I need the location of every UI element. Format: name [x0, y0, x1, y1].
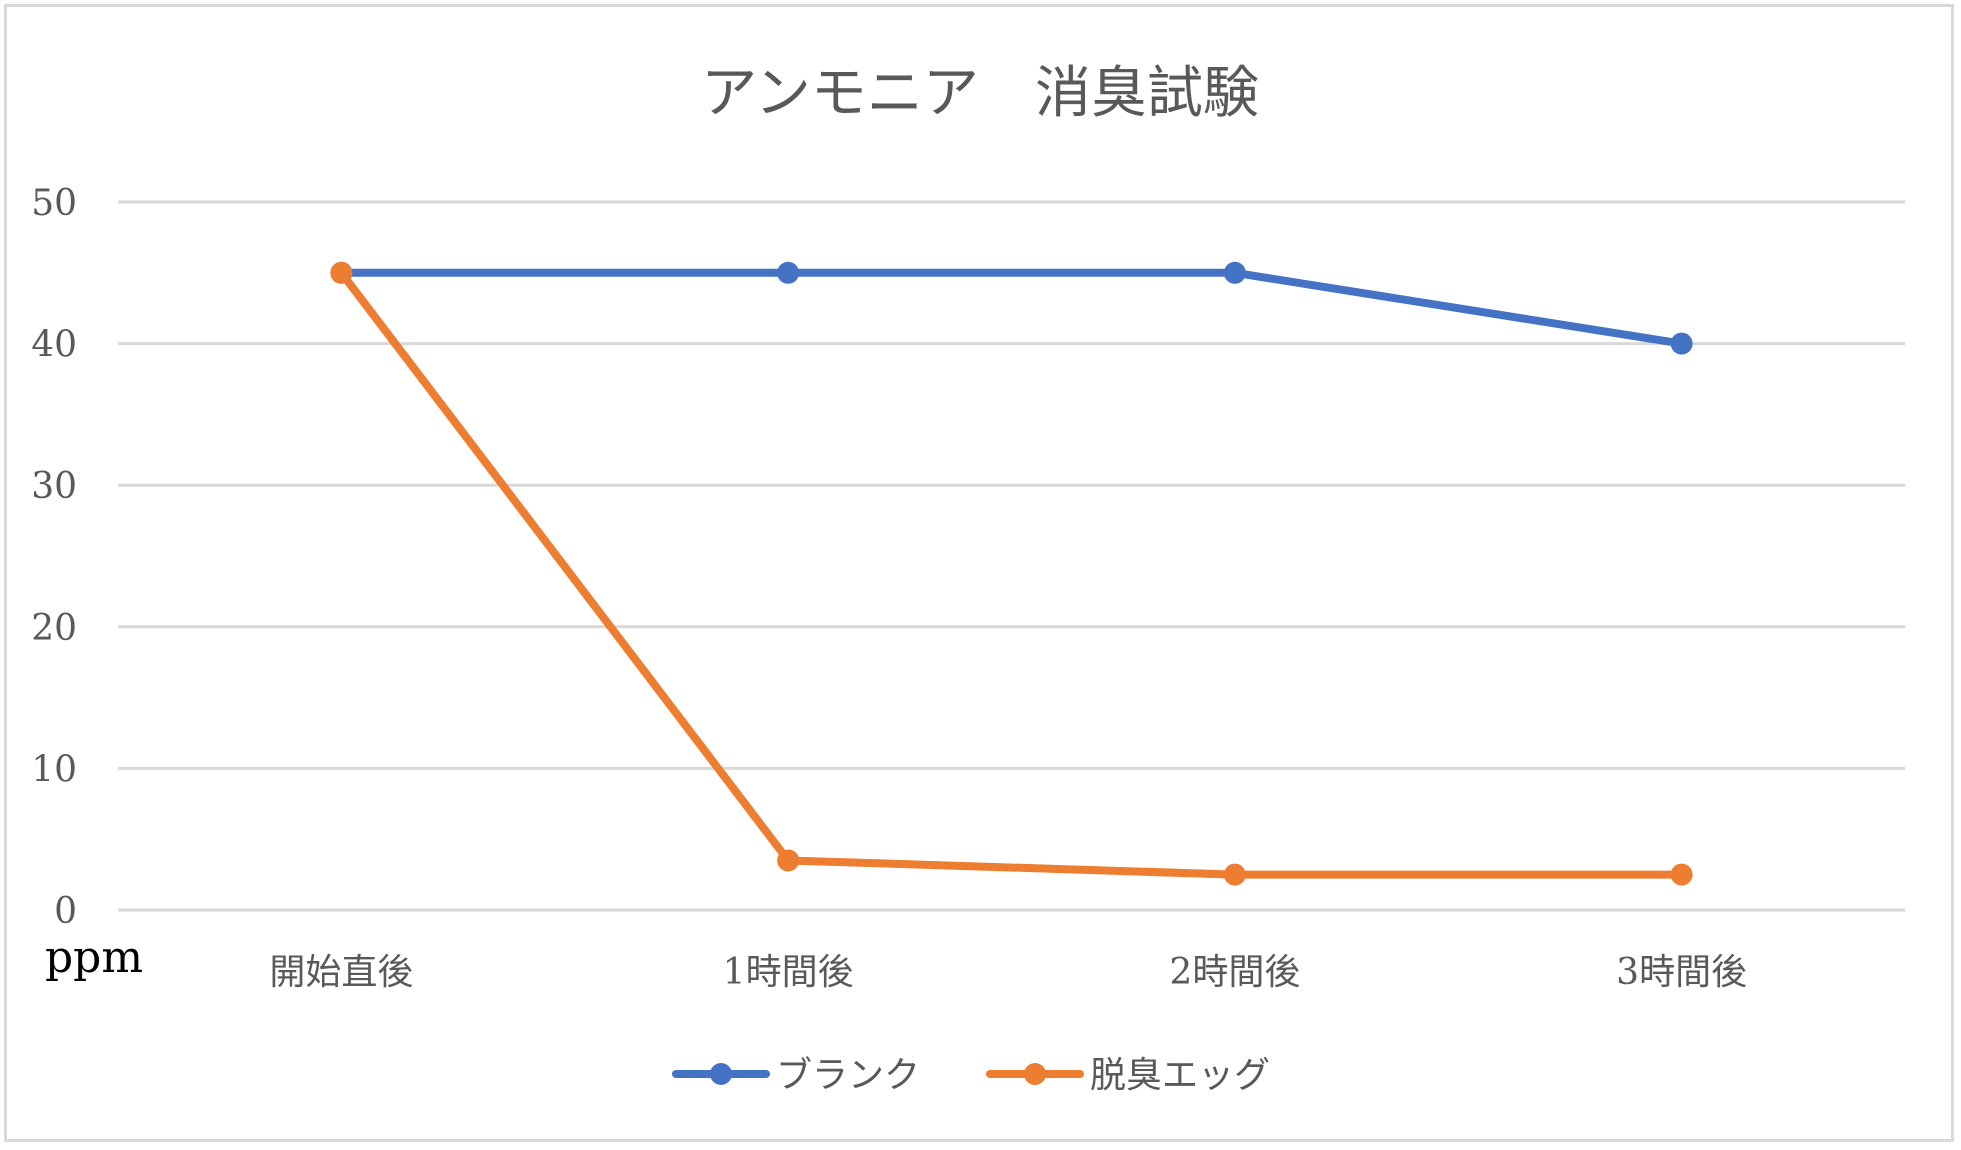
data-point — [330, 261, 353, 284]
y-tick-label: 0 — [54, 891, 77, 932]
y-unit-label: ppm — [45, 932, 143, 983]
legend-label: ブランク — [776, 1055, 920, 1096]
y-tick-label: 10 — [31, 749, 77, 790]
series-line — [337, 268, 1686, 879]
series-lines — [330, 261, 1693, 886]
data-point — [777, 261, 800, 284]
data-point — [1670, 332, 1693, 355]
y-tick-labels: 0 10 20 30 40 50 — [31, 183, 77, 932]
chart-title: アンモニア 消臭試験 — [701, 61, 1259, 126]
x-tick-label: 1時間後 — [723, 952, 854, 993]
legend-label: 脱臭エッグ — [1090, 1055, 1270, 1096]
legend: ブランク 脱臭エッグ — [672, 1055, 1270, 1096]
data-point — [777, 849, 800, 872]
data-point — [1670, 863, 1693, 886]
y-tick-label: 50 — [31, 183, 77, 224]
legend-marker — [1024, 1063, 1046, 1085]
y-tick-label: 30 — [31, 466, 77, 507]
y-tick-label: 40 — [31, 325, 77, 366]
data-point — [1223, 261, 1246, 284]
gridlines — [118, 200, 1905, 912]
x-tick-label: 開始直後 — [269, 952, 413, 993]
chart-frame — [4, 4, 1954, 1142]
series-line — [337, 268, 1686, 348]
x-tick-label: 2時間後 — [1169, 952, 1300, 993]
x-tick-labels: 開始直後 1時間後 2時間後 3時間後 — [269, 952, 1747, 993]
legend-marker — [710, 1063, 732, 1085]
data-point — [1223, 863, 1246, 886]
x-tick-label: 3時間後 — [1616, 952, 1747, 993]
y-tick-label: 20 — [31, 608, 77, 649]
